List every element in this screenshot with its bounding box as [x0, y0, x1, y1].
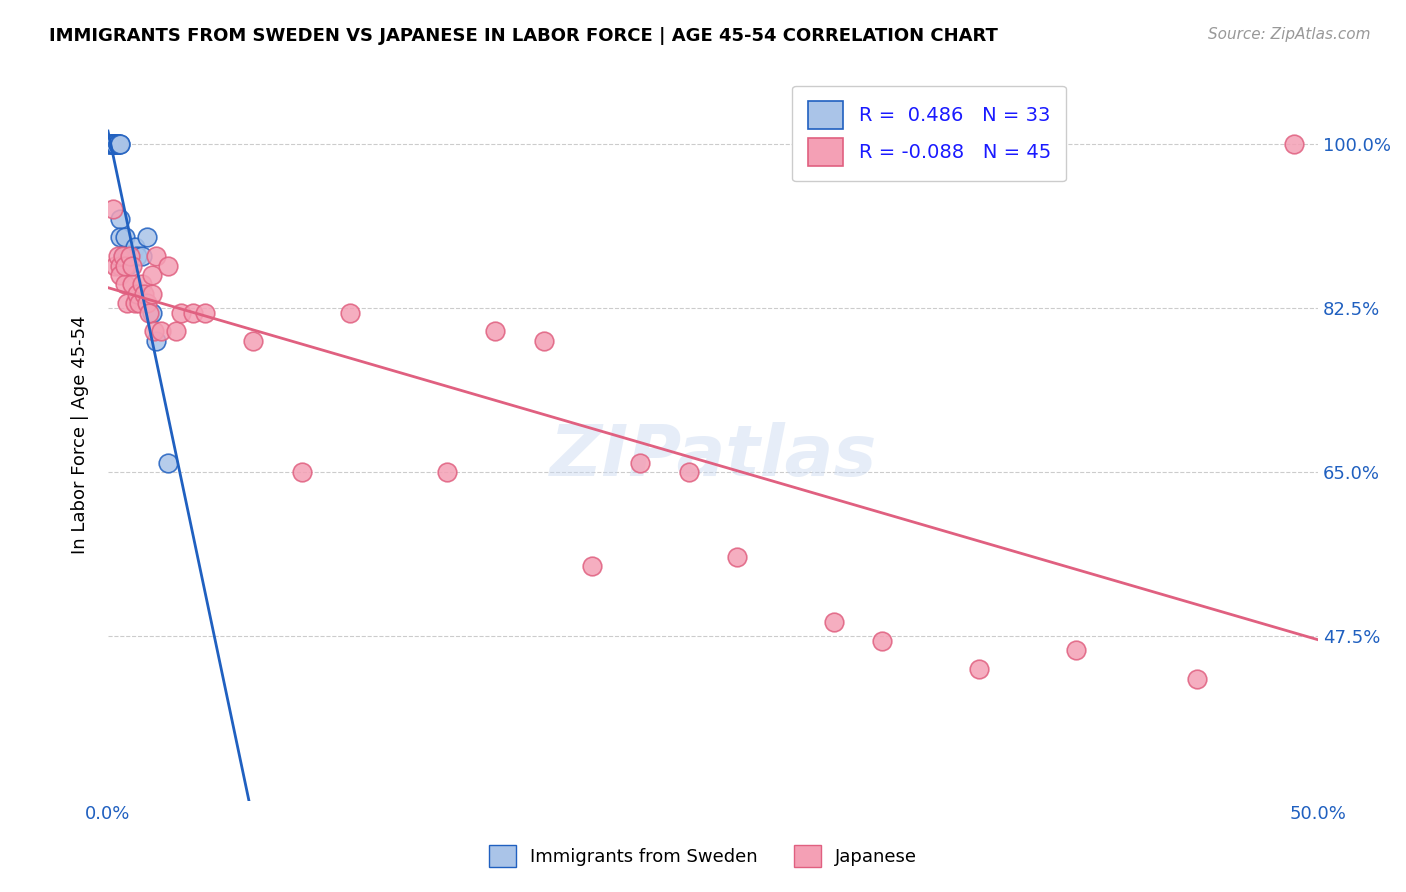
Point	[108, 136, 131, 151]
Point	[135, 230, 157, 244]
Point	[436, 465, 458, 479]
Point	[100, 136, 122, 151]
Point	[141, 286, 163, 301]
Point	[114, 259, 136, 273]
Point	[141, 268, 163, 282]
Point	[111, 249, 134, 263]
Point	[111, 259, 134, 273]
Point	[100, 136, 122, 151]
Point	[291, 465, 314, 479]
Point	[124, 240, 146, 254]
Point	[150, 324, 173, 338]
Point	[101, 136, 124, 151]
Point	[100, 136, 122, 151]
Point	[117, 296, 139, 310]
Point	[969, 662, 991, 676]
Point	[181, 305, 204, 319]
Point	[121, 277, 143, 292]
Point	[823, 615, 845, 630]
Point	[678, 465, 700, 479]
Point	[108, 259, 131, 273]
Point	[194, 305, 217, 319]
Point	[134, 286, 156, 301]
Point	[104, 136, 127, 151]
Point	[104, 136, 127, 151]
Point	[107, 249, 129, 263]
Point	[125, 249, 148, 263]
Point	[114, 230, 136, 244]
Point	[118, 249, 141, 263]
Point	[114, 249, 136, 263]
Point	[101, 202, 124, 217]
Point	[104, 259, 127, 273]
Point	[131, 277, 153, 292]
Point	[124, 296, 146, 310]
Text: ZIPatlas: ZIPatlas	[550, 422, 877, 491]
Point	[101, 136, 124, 151]
Point	[242, 334, 264, 348]
Point	[1185, 672, 1208, 686]
Legend: R =  0.486   N = 33, R = -0.088   N = 45: R = 0.486 N = 33, R = -0.088 N = 45	[793, 86, 1066, 181]
Point	[581, 558, 603, 573]
Point	[138, 305, 160, 319]
Point	[157, 456, 180, 470]
Point	[104, 136, 127, 151]
Point	[169, 305, 191, 319]
Point	[114, 259, 136, 273]
Point	[1064, 643, 1087, 657]
Point	[107, 136, 129, 151]
Point	[157, 259, 180, 273]
Point	[108, 230, 131, 244]
Text: IMMIGRANTS FROM SWEDEN VS JAPANESE IN LABOR FORCE | AGE 45-54 CORRELATION CHART: IMMIGRANTS FROM SWEDEN VS JAPANESE IN LA…	[49, 27, 998, 45]
Point	[145, 249, 167, 263]
Point	[101, 136, 124, 151]
Point	[872, 634, 894, 648]
Point	[1282, 136, 1305, 151]
Point	[117, 249, 139, 263]
Point	[111, 249, 134, 263]
Point	[145, 334, 167, 348]
Point	[339, 305, 361, 319]
Point	[533, 334, 555, 348]
Point	[121, 249, 143, 263]
Point	[484, 324, 506, 338]
Point	[143, 324, 166, 338]
Point	[128, 296, 150, 310]
Point	[107, 136, 129, 151]
Point	[108, 268, 131, 282]
Point	[114, 277, 136, 292]
Point	[135, 296, 157, 310]
Point	[125, 286, 148, 301]
Point	[630, 456, 652, 470]
Point	[101, 136, 124, 151]
Legend: Immigrants from Sweden, Japanese: Immigrants from Sweden, Japanese	[481, 838, 925, 874]
Point	[118, 249, 141, 263]
Point	[108, 136, 131, 151]
Y-axis label: In Labor Force | Age 45-54: In Labor Force | Age 45-54	[72, 315, 89, 554]
Point	[141, 305, 163, 319]
Text: Source: ZipAtlas.com: Source: ZipAtlas.com	[1208, 27, 1371, 42]
Point	[107, 136, 129, 151]
Point	[108, 211, 131, 226]
Point	[165, 324, 187, 338]
Point	[117, 259, 139, 273]
Point	[131, 249, 153, 263]
Point	[121, 259, 143, 273]
Point	[725, 549, 748, 564]
